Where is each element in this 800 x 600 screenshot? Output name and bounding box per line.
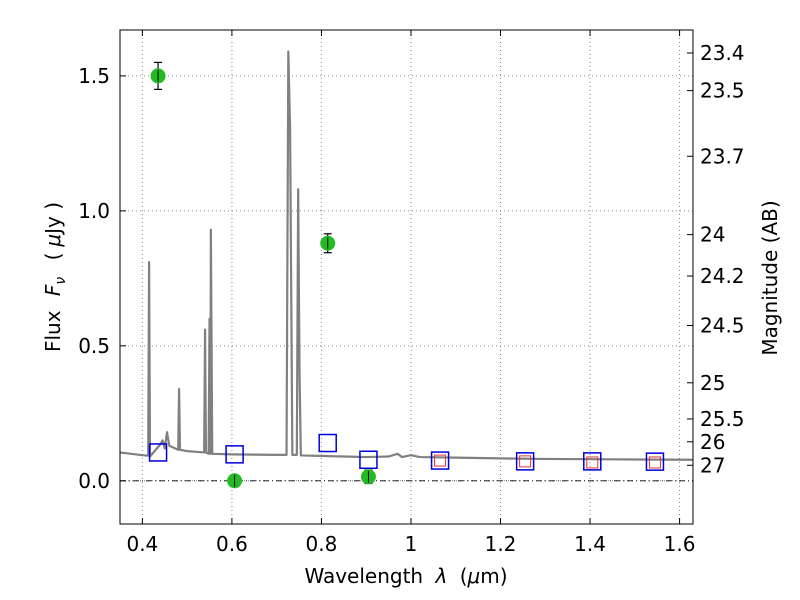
- mag-tick-label: 23.4: [700, 41, 745, 65]
- y-tick-label: 1.5: [78, 64, 110, 88]
- right-axis-label: Magnitude (AB): [758, 200, 782, 355]
- y-tick-label: 0.0: [78, 469, 110, 493]
- mag-tick-label: 25.5: [700, 407, 745, 431]
- y-axis-label-subscript: ν: [53, 277, 69, 285]
- x-tick-label: 0.4: [126, 532, 158, 556]
- y-axis-label-unit-mu: μ: [41, 234, 65, 248]
- mag-tick-label: 26: [700, 430, 725, 454]
- x-tick-label: 0.8: [306, 532, 338, 556]
- y-axis-label-symbol: F: [41, 284, 65, 296]
- mag-tick-label: 25: [700, 371, 725, 395]
- x-axis-label: Wavelength λ (μm): [304, 564, 507, 588]
- x-tick-label: 1.2: [485, 532, 517, 556]
- mag-tick-label: 24.5: [700, 313, 745, 337]
- model-photometry-square: [148, 443, 168, 462]
- mag-tick-label: 24.2: [700, 264, 745, 288]
- model-photometry-square: [515, 452, 535, 471]
- x-tick-label: 1: [405, 532, 418, 556]
- plot-frame: [119, 29, 694, 525]
- x-axis-label-unit-mu: μ: [467, 564, 481, 588]
- x-tick-label: 1.6: [664, 532, 696, 556]
- x-tick-label: 0.6: [216, 532, 248, 556]
- model-photometry-square: [583, 452, 602, 471]
- y-tick-label: 0.5: [78, 334, 110, 358]
- plot-background: [120, 30, 693, 524]
- model-photometry-square: [318, 433, 337, 453]
- mag-tick-label: 24: [700, 223, 725, 247]
- model-photometry-square-red: [434, 454, 447, 467]
- axis-ticks: 0.4 0.6 0.8 1 1.2 1.4 1.6 0.0 0.5 1.0 1.5 23.4 23.5 2…: [78, 30, 745, 556]
- x-tick-label: 1.4: [574, 532, 606, 556]
- model-photometry-square: [359, 450, 378, 470]
- model-photometry-square-red: [648, 456, 661, 469]
- data-layer: [120, 50, 693, 489]
- x-axis-label-prefix: Wavelength: [304, 564, 423, 588]
- y-axis-label: Flux Fν ( μJy ): [41, 202, 70, 352]
- y-axis-label-prefix: Flux: [41, 310, 65, 352]
- model-photometry-square: [645, 452, 665, 471]
- model-photometry-square: [225, 445, 244, 464]
- x-axis-label-symbol: λ: [434, 564, 447, 588]
- y-axis-label-unit-rest: Jy ): [41, 202, 65, 236]
- mag-tick-label: 23.5: [700, 79, 745, 103]
- mag-tick-label: 27: [700, 453, 725, 477]
- x-axis-label-unit-open: (: [460, 564, 468, 588]
- model-photometry-square: [430, 451, 450, 470]
- x-axis-label-unit-rest: m): [480, 564, 507, 588]
- y-tick-label: 1.0: [78, 199, 110, 223]
- model-photometry-square-red: [519, 455, 532, 468]
- model-photometry-square-red: [586, 456, 599, 469]
- y-axis-label-unit-open: (: [41, 253, 65, 261]
- mag-tick-label: 23.7: [700, 144, 745, 168]
